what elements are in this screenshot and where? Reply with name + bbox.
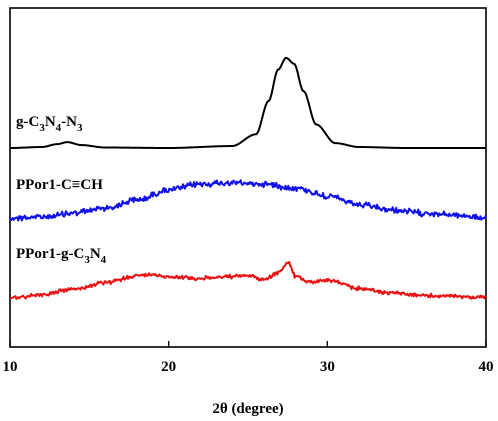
x-tick-label: 10 bbox=[3, 359, 18, 375]
series-line bbox=[9, 261, 487, 300]
series-label-part: PPor1-g-C bbox=[16, 246, 84, 262]
x-ticks bbox=[9, 341, 487, 347]
series-label-subscript: 3 bbox=[84, 254, 90, 266]
x-axis-title: 2θ (degree) bbox=[212, 401, 283, 417]
series-label-part: g-C bbox=[16, 114, 39, 130]
series-label-part: N bbox=[45, 114, 56, 130]
plot-frame bbox=[9, 7, 487, 348]
x-tick-label: 30 bbox=[320, 359, 335, 375]
series-label-subscript: 3 bbox=[39, 122, 45, 134]
x-tick-labels: 10 20 30 40 bbox=[3, 359, 494, 375]
series-label-part: N bbox=[90, 246, 101, 262]
series-line bbox=[9, 179, 487, 222]
series-label: g-C3N4-N3 bbox=[16, 114, 83, 134]
series-label-part: -N bbox=[61, 114, 77, 130]
x-tick-label: 20 bbox=[161, 359, 176, 375]
series-label-subscript: 4 bbox=[101, 254, 107, 266]
series-label: PPor1-g-C3N4 bbox=[16, 246, 107, 266]
series-label-subscript: 4 bbox=[56, 122, 62, 134]
series-label: PPor1-C≡CH bbox=[16, 177, 103, 193]
series-lines bbox=[9, 56, 487, 300]
series-label-subscript: 3 bbox=[77, 122, 83, 134]
x-tick-label: 40 bbox=[479, 359, 494, 375]
series-line bbox=[9, 56, 487, 149]
